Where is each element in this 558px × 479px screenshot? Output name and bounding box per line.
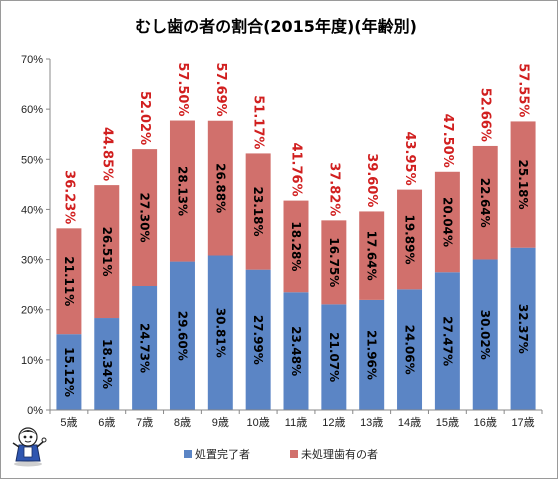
untreated-value-label: 18.28% <box>289 221 303 271</box>
x-tick-label: 12歳 <box>322 416 345 429</box>
x-tick-label: 14歳 <box>398 416 421 429</box>
total-value-label: 37.82% <box>326 162 341 216</box>
x-tick-label: 10歳 <box>247 416 270 429</box>
bar-treated-segment <box>132 285 158 410</box>
legend-item-treated-label: 処置完了者 <box>195 447 250 461</box>
x-axis: 5歳 6歳 7歳 8歳 9歳 10歳 11歳 12歳 13歳 14歳 15歳 16歳 17歳 <box>49 409 543 429</box>
treated-value-label: 23.48% <box>289 326 303 376</box>
bar-treated-segment <box>359 299 385 410</box>
bar-untreated-segment <box>283 200 309 293</box>
bar-untreated-segment <box>94 185 120 319</box>
bar-treated-segment <box>397 289 423 410</box>
total-value-label: 47.50% <box>440 114 455 168</box>
treated-value-label: 24.06% <box>403 325 417 375</box>
bar-untreated-segment <box>359 211 385 300</box>
treated-value-label: 18.34% <box>100 339 114 389</box>
bar-untreated-segment <box>434 171 460 273</box>
untreated-value-label: 25.18% <box>516 160 530 210</box>
x-tick-label: 16歳 <box>474 416 497 429</box>
total-value-label: 43.95% <box>402 131 417 185</box>
bar-untreated-segment <box>397 189 423 290</box>
x-tick-label: 9歳 <box>212 416 229 429</box>
x-tick-label: 15歳 <box>436 416 459 429</box>
treated-value-label: 21.96% <box>365 330 379 380</box>
x-tick-label: 5歳 <box>60 416 77 429</box>
total-value-label: 52.66% <box>478 88 493 142</box>
y-tick-label: 0% <box>27 405 43 417</box>
bar-untreated-segment <box>245 153 271 270</box>
bar-treated-segment <box>245 269 271 410</box>
untreated-value-label: 23.18% <box>251 187 265 237</box>
x-tick-label: 11歳 <box>285 416 307 429</box>
bar-untreated-segment <box>510 121 536 248</box>
total-value-label: 41.76% <box>289 142 304 196</box>
y-axis: 0% 10% 20% 30% 40% 50% 60% 70% <box>21 54 51 417</box>
untreated-value-label: 28.13% <box>175 166 189 216</box>
treated-value-label: 27.99% <box>251 315 265 365</box>
total-value-label: 57.50% <box>175 62 190 116</box>
bar-untreated-segment <box>169 120 195 262</box>
legend-item-treated-swatch <box>184 450 192 458</box>
bar-treated-segment <box>207 255 233 410</box>
bar-treated-segment <box>94 318 120 410</box>
treated-value-label: 15.12% <box>62 347 76 397</box>
total-value-label: 36.23% <box>61 170 76 224</box>
legend-item-untreated-label: 未処理歯有の者 <box>301 447 378 461</box>
bar-treated-segment <box>321 304 347 410</box>
bar-treated-segment <box>434 272 460 410</box>
total-value-label: 57.55% <box>516 63 531 117</box>
treated-value-label: 24.73% <box>138 323 152 373</box>
y-tick-label: 30% <box>21 255 43 267</box>
treated-value-label: 29.60% <box>175 311 189 361</box>
bar-untreated-segment <box>56 228 82 335</box>
total-value-label: 44.85% <box>99 127 114 181</box>
y-tick-label: 40% <box>21 204 43 216</box>
x-tick-label: 17歳 <box>511 416 534 429</box>
untreated-value-label: 16.75% <box>327 237 341 287</box>
total-value-label: 52.02% <box>137 91 152 145</box>
untreated-value-label: 27.30% <box>138 193 152 243</box>
y-tick-label: 50% <box>21 154 43 166</box>
legend: 処置完了者 未処理歯有の者 <box>184 447 378 461</box>
x-tick-label: 7歳 <box>136 416 153 429</box>
treated-value-label: 30.02% <box>478 310 492 360</box>
bar-treated-segment <box>510 247 536 410</box>
untreated-value-label: 26.51% <box>100 227 114 277</box>
bar-untreated-segment <box>132 149 158 286</box>
untreated-value-label: 21.11% <box>62 256 76 306</box>
bar-untreated-segment <box>472 145 498 260</box>
total-value-label: 51.17% <box>251 95 266 149</box>
untreated-value-label: 22.64% <box>478 178 492 228</box>
bar-treated-segment <box>56 334 82 410</box>
y-tick-label: 20% <box>21 305 43 317</box>
x-tick-label: 13歳 <box>360 416 383 429</box>
treated-value-label: 27.47% <box>440 316 454 366</box>
y-tick-label: 70% <box>21 54 43 66</box>
untreated-value-label: 26.88% <box>213 163 227 213</box>
treated-value-label: 21.07% <box>327 332 341 382</box>
bar-treated-segment <box>472 259 498 410</box>
chart-title: むし歯の者の割合(2015年度)(年齢別) <box>135 17 417 36</box>
legend-item-untreated-swatch <box>290 450 298 458</box>
treated-value-label: 30.81% <box>213 308 227 358</box>
total-value-label: 57.69% <box>213 63 228 117</box>
bar-treated-segment <box>283 292 309 410</box>
y-tick-label: 10% <box>21 355 43 367</box>
y-tick-label: 60% <box>21 104 43 116</box>
x-tick-label: 8歳 <box>174 416 191 429</box>
bars-group: 15.12% 21.11% 36.23% 18.34% 26.51% 44.85% 24.7… <box>56 62 536 410</box>
bar-treated-segment <box>169 261 195 410</box>
untreated-value-label: 20.04% <box>440 197 454 247</box>
untreated-value-label: 17.64% <box>365 231 379 281</box>
treated-value-label: 32.37% <box>516 304 530 354</box>
bar-untreated-segment <box>207 120 233 256</box>
x-tick-label: 6歳 <box>98 416 115 429</box>
total-value-label: 39.60% <box>364 153 379 207</box>
mascot-character-icon <box>12 427 47 467</box>
bar-untreated-segment <box>321 220 347 305</box>
untreated-value-label: 19.89% <box>403 214 417 264</box>
